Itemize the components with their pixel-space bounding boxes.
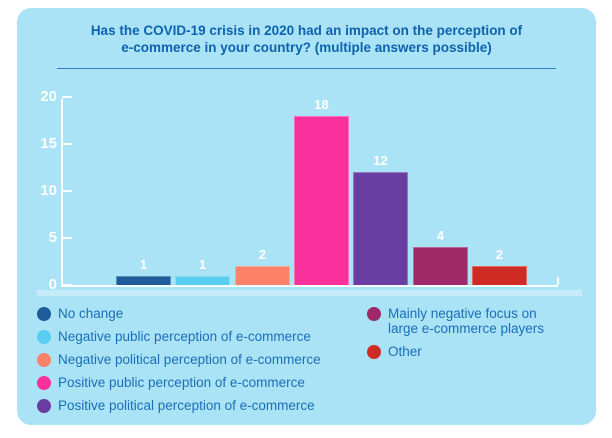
y-axis-tick-label: 5 bbox=[48, 229, 57, 246]
y-axis-tick-label: 15 bbox=[40, 135, 57, 152]
legend-swatch-icon bbox=[37, 376, 51, 390]
x-axis-end-tick bbox=[557, 277, 559, 285]
legend-swatch-icon bbox=[367, 307, 381, 321]
legend-column-2: Mainly negative focus on large e-commerc… bbox=[367, 306, 577, 367]
y-axis-tick bbox=[62, 143, 72, 145]
legend-swatch-icon bbox=[367, 345, 381, 359]
y-axis-tick bbox=[62, 96, 72, 98]
bar-value-label: 4 bbox=[436, 228, 445, 243]
y-axis-tick-label: 0 bbox=[48, 276, 57, 293]
legend-column-1: No change Negative public perception of e… bbox=[37, 306, 357, 421]
bar[interactable] bbox=[116, 276, 171, 285]
x-axis-band bbox=[37, 290, 582, 296]
bar-value-label: 12 bbox=[373, 153, 388, 168]
legend-item[interactable]: Negative public perception of e-commerce bbox=[37, 329, 357, 344]
legend-item[interactable]: Other bbox=[367, 344, 577, 359]
bar[interactable] bbox=[175, 276, 230, 285]
legend-label: Other bbox=[388, 344, 422, 359]
bar-value-label: 1 bbox=[198, 257, 207, 272]
legend-item[interactable]: Mainly negative focus on large e-commerc… bbox=[367, 306, 577, 336]
legend-label: Negative political perception of e-comme… bbox=[58, 352, 321, 367]
bar-value-label: 2 bbox=[495, 247, 504, 262]
y-axis-tick bbox=[62, 190, 72, 192]
legend-item[interactable]: Positive public perception of e-commerce bbox=[37, 375, 357, 390]
bar[interactable] bbox=[472, 266, 527, 285]
bar-value-label: 2 bbox=[258, 247, 267, 262]
bar[interactable] bbox=[413, 247, 468, 285]
bar[interactable] bbox=[353, 172, 408, 285]
legend-label: Positive political perception of e-comme… bbox=[58, 398, 315, 413]
y-axis-tick bbox=[62, 284, 72, 286]
chart-card: Has the COVID-19 crisis in 2020 had an i… bbox=[17, 8, 596, 425]
bar-value-label: 1 bbox=[139, 257, 148, 272]
legend-label: No change bbox=[58, 306, 124, 321]
y-axis-tick-label: 10 bbox=[40, 182, 57, 199]
chart-title-line2: e-commerce in your country? (multiple an… bbox=[121, 40, 492, 55]
legend-swatch-icon bbox=[37, 307, 51, 321]
legend-item[interactable]: Positive political perception of e-comme… bbox=[37, 398, 357, 413]
legend-item[interactable]: No change bbox=[37, 306, 357, 321]
title-underline bbox=[57, 68, 556, 69]
plot-area: 0 5 10 15 20 1 1 2 18 12 4 2 bbox=[40, 89, 559, 293]
legend-swatch-icon bbox=[37, 330, 51, 344]
chart-title: Has the COVID-19 crisis in 2020 had an i… bbox=[17, 22, 596, 56]
bar-value-label: 18 bbox=[314, 97, 329, 112]
legend-swatch-icon bbox=[37, 399, 51, 413]
bar[interactable] bbox=[294, 116, 349, 285]
chart-title-line1: Has the COVID-19 crisis in 2020 had an i… bbox=[90, 23, 523, 38]
legend-swatch-icon bbox=[37, 353, 51, 367]
y-axis-tick bbox=[62, 237, 72, 239]
legend-label: Positive public perception of e-commerce bbox=[58, 375, 305, 390]
legend-label: Negative public perception of e-commerce bbox=[58, 329, 311, 344]
legend-item[interactable]: Negative political perception of e-comme… bbox=[37, 352, 357, 367]
bar[interactable] bbox=[235, 266, 290, 285]
legend-label: Mainly negative focus on large e-commerc… bbox=[388, 306, 545, 336]
y-axis-tick-label: 20 bbox=[40, 88, 57, 105]
